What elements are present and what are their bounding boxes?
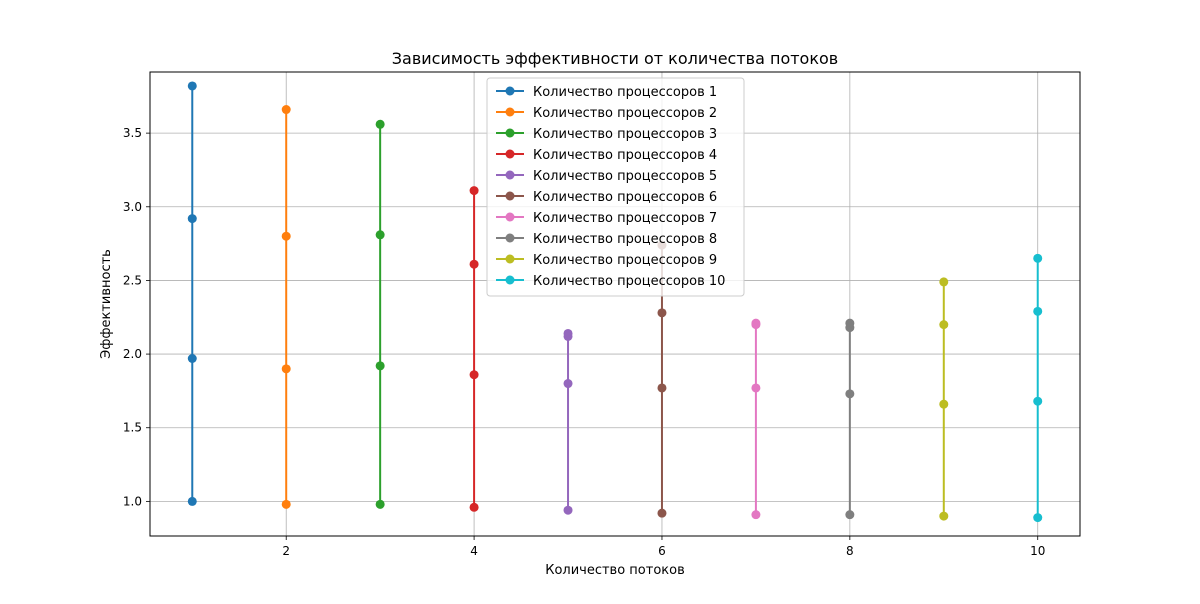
legend-label: Количество процессоров 7 [533,211,717,226]
x-tick-label: 10 [1030,544,1045,558]
data-point [187,496,197,506]
axes-frame [149,71,1081,537]
series-1 [187,81,197,506]
legend-item: Количество процессоров 1 [496,85,717,100]
data-point [187,354,197,364]
legend-swatch-marker [505,191,515,201]
data-point [1033,396,1043,406]
legend-label: Количество процессоров 9 [533,253,717,268]
legend-swatch-marker [505,212,515,222]
series-4 [469,186,479,512]
data-point [375,230,385,240]
legend: Количество процессоров 1 Количество проце… [486,77,745,297]
data-point [845,389,855,399]
data-point [469,186,479,196]
data-point [1033,306,1043,316]
x-tick-label: 8 [846,544,854,558]
data-point [563,328,573,338]
chart-title: Зависимость эффективности от количества … [392,49,838,68]
data-point [751,318,761,328]
data-point [657,508,667,518]
data-point [281,499,291,509]
data-point [375,119,385,129]
data-point [751,510,761,520]
y-tick-label: 3.5 [123,126,142,140]
legend-swatch-marker [505,254,515,264]
legend-swatch-marker [505,86,515,96]
data-point [939,511,949,521]
legend-label: Количество процессоров 10 [533,274,725,289]
legend-item: Количество процессоров 7 [496,211,717,226]
series-8 [845,318,855,520]
legend-item: Количество процессоров 6 [496,190,717,205]
data-point [657,308,667,318]
series-5 [563,328,573,515]
data-point [563,505,573,515]
x-tick-label: 4 [470,544,478,558]
y-tick-label: 1.0 [123,494,142,508]
legend-swatch-marker [505,233,515,243]
data-point [281,105,291,115]
legend-swatch-marker [505,149,515,159]
legend-item: Количество процессоров 10 [496,274,725,289]
y-tick-label: 2.5 [123,273,142,287]
legend-item: Количество процессоров 4 [496,148,717,163]
legend-item: Количество процессоров 2 [496,106,717,121]
data-point [187,214,197,224]
y-tick-label: 2.0 [123,347,142,361]
x-tick-label: 2 [282,544,290,558]
legend-label: Количество процессоров 6 [533,190,717,205]
legend-item: Количество процессоров 8 [496,232,717,247]
legend-label: Количество процессоров 3 [533,127,717,142]
data-point [281,231,291,241]
series-3 [375,119,385,509]
data-point [469,502,479,512]
legend-swatch-marker [505,107,515,117]
legend-label: Количество процессоров 5 [533,169,717,184]
legend-item: Количество процессоров 9 [496,253,717,268]
legend-label: Количество процессоров 8 [533,232,717,247]
data-point [751,383,761,393]
data-point [469,259,479,269]
x-axis-label: Количество потоков [545,563,685,578]
data-point [657,383,667,393]
data-point [375,361,385,371]
x-tick-label: 6 [658,544,666,558]
plot-series [187,81,1043,523]
legend-label: Количество процессоров 4 [533,148,717,163]
data-point [187,81,197,91]
legend-item: Количество процессоров 5 [496,169,717,184]
legend-box [486,77,745,297]
data-point [939,277,949,287]
axis-ticks: 2 4 6 8 10 1.0 1.5 2.0 2.5 3.0 3.5 [123,126,1045,558]
legend-swatch-marker [505,128,515,138]
legend-swatch-marker [505,275,515,285]
legend-label: Количество процессоров 2 [533,106,717,121]
data-point [1033,513,1043,523]
data-point [469,370,479,380]
data-point [563,379,573,389]
data-point [845,318,855,328]
data-point [1033,253,1043,263]
series-2 [281,105,291,509]
legend-label: Количество процессоров 1 [533,85,717,100]
data-point [375,499,385,509]
data-point [939,399,949,409]
legend-item: Количество процессоров 3 [496,127,717,142]
data-point [845,510,855,520]
y-tick-label: 3.0 [123,200,142,214]
series-10 [1033,253,1043,523]
data-point [939,320,949,330]
legend-swatch-marker [505,170,515,180]
data-point [281,364,291,374]
series-7 [751,318,761,520]
series-9 [939,277,949,521]
y-axis-label: Эффективность [99,249,114,359]
y-tick-label: 1.5 [123,421,142,435]
